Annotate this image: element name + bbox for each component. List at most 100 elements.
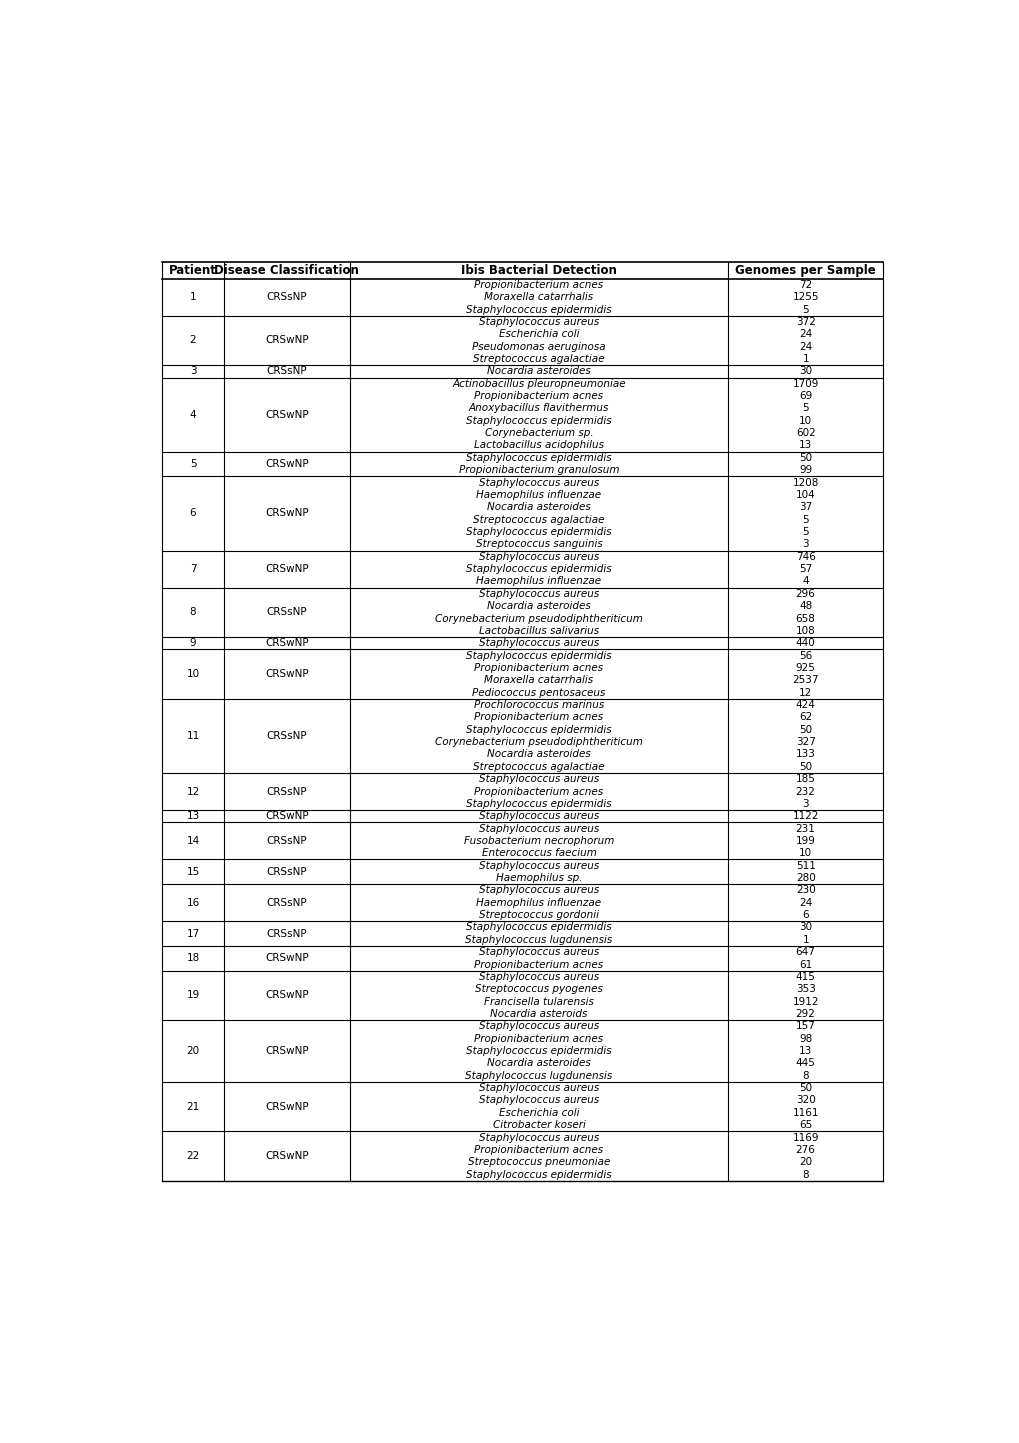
Text: Haemophilus influenzae: Haemophilus influenzae bbox=[476, 898, 601, 908]
Text: 3: 3 bbox=[802, 799, 808, 810]
Text: Moraxella catarrhalis: Moraxella catarrhalis bbox=[484, 291, 593, 302]
Text: Staphylococcus epidermidis: Staphylococcus epidermidis bbox=[466, 416, 611, 426]
Text: Nocardia asteroides: Nocardia asteroides bbox=[487, 367, 590, 377]
Text: 50: 50 bbox=[798, 724, 811, 734]
Text: CRSwNP: CRSwNP bbox=[265, 990, 308, 1000]
Text: 511: 511 bbox=[795, 860, 815, 870]
Text: 6: 6 bbox=[190, 508, 196, 518]
Text: 602: 602 bbox=[795, 429, 815, 439]
Text: CRSwNP: CRSwNP bbox=[265, 638, 308, 648]
Text: 157: 157 bbox=[795, 1022, 815, 1032]
Text: Streptococcus pyogenes: Streptococcus pyogenes bbox=[475, 984, 602, 994]
Text: CRSwNP: CRSwNP bbox=[265, 1101, 308, 1111]
Text: 320: 320 bbox=[795, 1095, 815, 1105]
Text: Staphylococcus aureus: Staphylococcus aureus bbox=[478, 1022, 598, 1032]
Text: 445: 445 bbox=[795, 1058, 815, 1068]
Text: Patient: Patient bbox=[169, 264, 217, 277]
Text: Citrobacter koseri: Citrobacter koseri bbox=[492, 1120, 585, 1130]
Text: CRSwNP: CRSwNP bbox=[265, 335, 308, 345]
Text: Staphylococcus aureus: Staphylococcus aureus bbox=[478, 886, 598, 896]
Text: Escherichia coli: Escherichia coli bbox=[498, 329, 579, 339]
Text: Streptococcus agalactiae: Streptococcus agalactiae bbox=[473, 515, 604, 525]
Text: 5: 5 bbox=[802, 527, 808, 537]
Text: 1169: 1169 bbox=[792, 1133, 818, 1143]
Text: Staphylococcus epidermidis: Staphylococcus epidermidis bbox=[466, 453, 611, 463]
Text: 8: 8 bbox=[802, 1170, 808, 1179]
Text: Haemophilus sp.: Haemophilus sp. bbox=[495, 873, 582, 883]
Text: Staphylococcus lugdunensis: Staphylococcus lugdunensis bbox=[465, 935, 612, 945]
Text: 48: 48 bbox=[798, 602, 811, 612]
Text: 13: 13 bbox=[798, 1046, 811, 1056]
Text: 30: 30 bbox=[798, 922, 811, 932]
Text: Nocardia asteroides: Nocardia asteroides bbox=[487, 602, 590, 612]
Text: 104: 104 bbox=[795, 491, 815, 499]
Text: 56: 56 bbox=[798, 651, 811, 661]
Text: 353: 353 bbox=[795, 984, 815, 994]
Text: Enterococcus faecium: Enterococcus faecium bbox=[481, 848, 596, 859]
Text: 37: 37 bbox=[798, 502, 811, 512]
Text: Staphylococcus aureus: Staphylococcus aureus bbox=[478, 811, 598, 821]
Text: Staphylococcus aureus: Staphylococcus aureus bbox=[478, 947, 598, 957]
Text: CRSsNP: CRSsNP bbox=[266, 367, 307, 377]
Text: CRSwNP: CRSwNP bbox=[265, 410, 308, 420]
Text: CRSsNP: CRSsNP bbox=[266, 835, 307, 846]
Text: Staphylococcus aureus: Staphylococcus aureus bbox=[478, 1095, 598, 1105]
Text: Staphylococcus epidermidis: Staphylococcus epidermidis bbox=[466, 527, 611, 537]
Text: 19: 19 bbox=[186, 990, 200, 1000]
Text: Propionibacterium acnes: Propionibacterium acnes bbox=[474, 1033, 603, 1043]
Text: CRSsNP: CRSsNP bbox=[266, 786, 307, 797]
Text: 3: 3 bbox=[802, 540, 808, 550]
Text: 22: 22 bbox=[186, 1152, 200, 1162]
Text: 17: 17 bbox=[186, 929, 200, 938]
Text: Staphylococcus aureus: Staphylococcus aureus bbox=[478, 1133, 598, 1143]
Text: Staphylococcus epidermidis: Staphylococcus epidermidis bbox=[466, 799, 611, 810]
Text: CRSsNP: CRSsNP bbox=[266, 867, 307, 877]
Text: Staphylococcus epidermidis: Staphylococcus epidermidis bbox=[466, 304, 611, 315]
Text: Propionibacterium acnes: Propionibacterium acnes bbox=[474, 662, 603, 672]
Text: 4: 4 bbox=[802, 576, 808, 586]
Text: 415: 415 bbox=[795, 973, 815, 981]
Text: 5: 5 bbox=[190, 459, 196, 469]
Text: Streptococcus agalactiae: Streptococcus agalactiae bbox=[473, 354, 604, 364]
Text: 50: 50 bbox=[798, 762, 811, 772]
Text: Propionibacterium acnes: Propionibacterium acnes bbox=[474, 960, 603, 970]
Text: Corynebacterium pseudodiphtheriticum: Corynebacterium pseudodiphtheriticum bbox=[434, 737, 642, 747]
Text: 99: 99 bbox=[798, 465, 811, 475]
Text: 2: 2 bbox=[190, 335, 196, 345]
Text: Staphylococcus epidermidis: Staphylococcus epidermidis bbox=[466, 1170, 611, 1179]
Text: 8: 8 bbox=[802, 1071, 808, 1081]
Text: 14: 14 bbox=[186, 835, 200, 846]
Text: 658: 658 bbox=[795, 613, 815, 623]
Text: Francisella tularensis: Francisella tularensis bbox=[484, 997, 593, 1007]
Text: Staphylococcus aureus: Staphylococcus aureus bbox=[478, 638, 598, 648]
Text: Staphylococcus aureus: Staphylococcus aureus bbox=[478, 478, 598, 488]
Text: Staphylococcus aureus: Staphylococcus aureus bbox=[478, 551, 598, 561]
Text: 925: 925 bbox=[795, 662, 815, 672]
Text: 13: 13 bbox=[798, 440, 811, 450]
Text: Disease Classification: Disease Classification bbox=[214, 264, 359, 277]
Text: CRSsNP: CRSsNP bbox=[266, 608, 307, 618]
Text: Corynebacterium pseudodiphtheriticum: Corynebacterium pseudodiphtheriticum bbox=[434, 613, 642, 623]
Text: Pediococcus pentosaceus: Pediococcus pentosaceus bbox=[472, 688, 605, 697]
Text: Staphylococcus epidermidis: Staphylococcus epidermidis bbox=[466, 651, 611, 661]
Text: 65: 65 bbox=[798, 1120, 811, 1130]
Text: Staphylococcus aureus: Staphylococcus aureus bbox=[478, 860, 598, 870]
Text: Staphylococcus epidermidis: Staphylococcus epidermidis bbox=[466, 1046, 611, 1056]
Text: Haemophilus influenzae: Haemophilus influenzae bbox=[476, 576, 601, 586]
Text: Anoxybacillus flavithermus: Anoxybacillus flavithermus bbox=[469, 404, 608, 413]
Text: 1255: 1255 bbox=[792, 291, 818, 302]
Text: Nocardia asteroides: Nocardia asteroides bbox=[487, 502, 590, 512]
Text: 24: 24 bbox=[798, 898, 811, 908]
Text: 372: 372 bbox=[795, 317, 815, 328]
Text: CRSsNP: CRSsNP bbox=[266, 291, 307, 302]
Text: CRSwNP: CRSwNP bbox=[265, 1152, 308, 1162]
Text: 4: 4 bbox=[190, 410, 196, 420]
Text: CRSsNP: CRSsNP bbox=[266, 898, 307, 908]
Text: 1912: 1912 bbox=[792, 997, 818, 1007]
Text: 10: 10 bbox=[798, 416, 811, 426]
Text: Staphylococcus aureus: Staphylococcus aureus bbox=[478, 317, 598, 328]
Text: 50: 50 bbox=[798, 1084, 811, 1094]
Text: Genomes per Sample: Genomes per Sample bbox=[735, 264, 875, 277]
Text: 232: 232 bbox=[795, 786, 815, 797]
Text: 10: 10 bbox=[186, 670, 200, 680]
